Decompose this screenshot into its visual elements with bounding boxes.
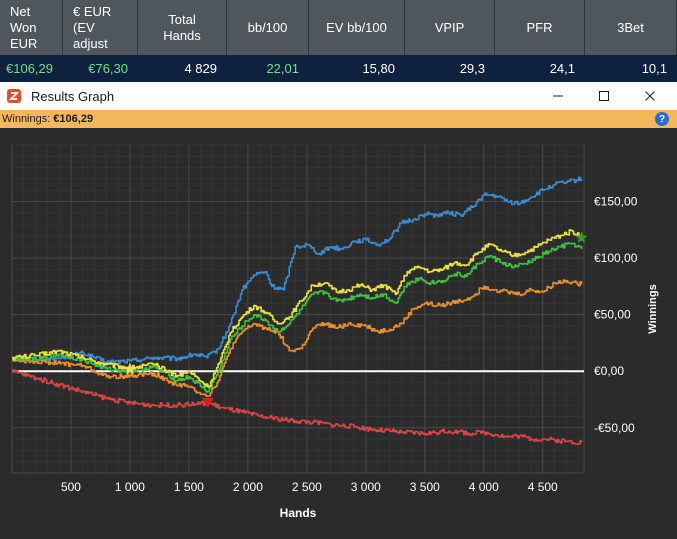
- title-bar[interactable]: Results Graph: [0, 82, 677, 110]
- pfr-value: 24,1: [549, 61, 575, 76]
- x-tick-label: 2 500: [292, 480, 322, 494]
- vpip-value: 29,3: [459, 61, 485, 76]
- x-tick-label: 1 500: [174, 480, 204, 494]
- window-title: Results Graph: [31, 88, 115, 104]
- winnings-bar: Winnings: €106,29 ?: [0, 110, 677, 128]
- x-tick-label: 500: [61, 480, 81, 494]
- help-icon[interactable]: ?: [655, 112, 669, 126]
- net-won-value: €106,29: [6, 61, 53, 76]
- triangle-down-marker-icon: [201, 397, 214, 408]
- series-line-1: [12, 279, 583, 397]
- y-tick-label: €100,00: [594, 251, 638, 265]
- x-tick-label: 1 000: [115, 480, 145, 494]
- star-marker-icon: [575, 231, 588, 243]
- col-bb100-header[interactable]: bb/100: [227, 0, 309, 55]
- col-ev-eur-header[interactable]: € EUR (EV adjust: [63, 0, 138, 55]
- 3bet-value: 10,1: [641, 61, 667, 76]
- y-axis-label: Winnings: [647, 284, 659, 333]
- col-pfr-header[interactable]: PFR: [495, 0, 585, 55]
- bb100-value: 22,01: [266, 61, 299, 76]
- total-hands-value: 4 829: [184, 61, 217, 76]
- series-line-2: [12, 242, 583, 393]
- ev-eur-value: €76,30: [88, 61, 128, 76]
- x-tick-label: 2 000: [233, 480, 263, 494]
- x-tick-label: 3 000: [351, 480, 381, 494]
- minimize-button[interactable]: [535, 82, 581, 110]
- series-line-0: [12, 176, 583, 365]
- winnings-label: Winnings:: [2, 113, 51, 125]
- close-icon: [645, 91, 655, 101]
- winnings-amount: €106,29: [53, 113, 94, 125]
- results-graph-window: Results Graph Winnings: €106,29 ? 500 1 0…: [0, 82, 677, 534]
- stats-header-row: Net Won EUR € EUR (EV adjust Total Hands bb/1…: [0, 0, 677, 55]
- app-logo-icon: [7, 89, 21, 103]
- col-3bet-header[interactable]: 3Bet: [585, 0, 677, 55]
- series-line-4: [12, 369, 583, 445]
- col-vpip-header[interactable]: VPIP: [405, 0, 495, 55]
- x-axis-label: Hands: [280, 506, 317, 520]
- col-ev-bb100-header[interactable]: EV bb/100: [309, 0, 405, 55]
- col-net-won-header[interactable]: Net Won EUR: [0, 0, 63, 55]
- maximize-icon: [599, 91, 609, 101]
- y-tick-label: -€50,00: [594, 421, 635, 435]
- x-tick-label: 3 500: [410, 480, 440, 494]
- results-chart: 500 1 000 1 500 2 000 2 500 3 000 3 500 4 000 4 …: [11, 144, 659, 520]
- y-tick-label: €50,00: [594, 308, 631, 322]
- y-tick-label: €150,00: [594, 195, 638, 209]
- col-total-hands-header[interactable]: Total Hands: [138, 0, 227, 55]
- minimize-icon: [553, 95, 563, 97]
- y-tick-label: €0,00: [594, 364, 624, 378]
- results-chart-area: 500 1 000 1 500 2 000 2 500 3 000 3 500 4 000 4 …: [0, 128, 677, 534]
- ev-bb100-value: 15,80: [362, 61, 395, 76]
- stats-value-row[interactable]: €106,29 €76,30 4 829 22,01 15,80 29,3 24…: [0, 55, 677, 82]
- x-tick-label: 4 000: [469, 480, 499, 494]
- plot-area: [11, 144, 585, 474]
- close-button[interactable]: [627, 82, 673, 110]
- maximize-button[interactable]: [581, 82, 627, 110]
- star-marker-icon: [123, 362, 137, 375]
- stats-table: Net Won EUR € EUR (EV adjust Total Hands bb/1…: [0, 0, 677, 82]
- x-tick-label: 4 500: [528, 480, 558, 494]
- series-line-3: [12, 229, 583, 388]
